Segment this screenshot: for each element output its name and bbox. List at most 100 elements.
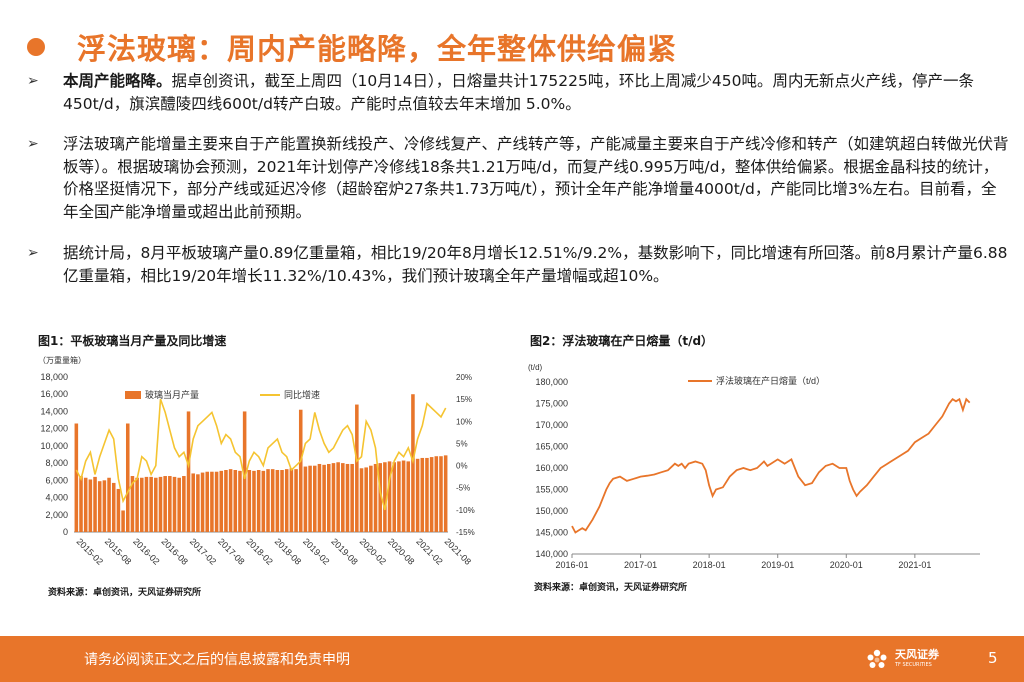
y-tick-label-left: 10,000 (40, 441, 68, 451)
y-tick-label-right: 10% (456, 417, 472, 426)
bar (429, 457, 434, 532)
y-tick-label-left: 16,000 (40, 389, 68, 399)
bar (125, 423, 130, 532)
bar (387, 461, 392, 532)
bar (289, 468, 294, 532)
bar (383, 462, 387, 532)
brand-name-en: TF SECURITIES (895, 662, 932, 668)
bar (439, 456, 443, 532)
bar (415, 458, 420, 532)
bar (345, 463, 350, 532)
x-tick-label: 2016-01 (555, 560, 588, 570)
x-tick-label: 2016-02 (131, 536, 161, 566)
bar (270, 469, 275, 532)
bar (116, 488, 121, 532)
bar (242, 411, 247, 532)
bar (303, 466, 308, 532)
arrow-bullet-icon: ➢ (27, 245, 39, 261)
y-axis-unit-label: (t/d) (528, 363, 543, 372)
y-tick-label-left: 6,000 (45, 475, 68, 485)
bar (130, 476, 135, 532)
x-tick-label: 2021-08 (443, 536, 473, 566)
x-tick-label: 2017-02 (188, 536, 218, 566)
bar (284, 469, 289, 532)
bar (420, 457, 425, 532)
y-tick-label-left: 4,000 (45, 493, 68, 503)
bullet-text: 据卓创资讯，截至上周四（10月14日），日熔量共计175225吨，环比上周减少4… (63, 72, 974, 113)
bar (275, 470, 280, 532)
figure2-title: 图2：浮法玻璃在产日熔量（t/d） (530, 334, 714, 348)
bar (107, 477, 111, 532)
company-logo-icon (867, 649, 887, 668)
bar (355, 404, 359, 532)
x-tick-label: 2019-02 (301, 536, 331, 566)
bar (298, 409, 303, 532)
figure2-source: 资料来源：卓创资讯，天风证券研究所 (534, 583, 688, 593)
bar (280, 470, 284, 532)
bar (219, 470, 224, 532)
y-tick-label-left: 2,000 (45, 510, 68, 520)
y-tick-label-left: 0 (63, 527, 68, 537)
bar (256, 470, 261, 532)
bar (425, 457, 429, 532)
page-title: 浮法玻璃：周内产能略降，全年整体供给偏紧 (77, 32, 678, 66)
y-tick-label: 140,000 (535, 549, 568, 559)
bar (111, 482, 116, 532)
chart1-svg: （万重量箱） 0 2,000 4,000 6,000 8,000 10,000 12,000 1… (38, 355, 475, 567)
bar (233, 470, 238, 532)
x-tick-label: 2019-01 (761, 560, 794, 570)
bar (214, 471, 219, 532)
y-tick-label-left: 12,000 (40, 424, 68, 434)
bar (397, 461, 401, 532)
bar (341, 463, 345, 532)
bar (191, 473, 195, 532)
y-tick-label-right: -5% (456, 484, 470, 493)
bullet-bold-lead: 本周产能略降。 (63, 72, 172, 90)
bar (252, 470, 256, 532)
x-tick-label: 2018-01 (693, 560, 726, 570)
bar (186, 411, 191, 532)
y-tick-label: 150,000 (535, 506, 568, 516)
growth-line (75, 398, 447, 511)
bar (350, 463, 354, 532)
bar (364, 467, 368, 532)
bar (182, 476, 186, 532)
x-tick-label: 2018-08 (273, 536, 303, 566)
x-tick-label: 2019-08 (329, 536, 359, 566)
y-tick-label-right: 15% (456, 395, 472, 404)
x-tick-label: 2016-08 (160, 536, 190, 566)
title-bullet-dot (27, 38, 45, 56)
x-tick-label: 2015-02 (75, 536, 105, 566)
bar (322, 464, 326, 532)
arrow-bullet-icon: ➢ (27, 73, 39, 89)
bar (317, 463, 322, 532)
y-tick-label-right: -15% (456, 528, 475, 537)
y-tick-label-left: 18,000 (40, 372, 68, 382)
bar (149, 476, 153, 532)
x-tick-label: 2021-01 (898, 560, 931, 570)
bar (369, 465, 373, 532)
legend-line-label: 浮法玻璃在产日熔量（t/d） (716, 375, 825, 386)
arrow-bullet-icon: ➢ (27, 136, 39, 152)
y-axis-unit-label: （万重量箱） (38, 355, 86, 365)
bar (88, 479, 93, 532)
y-tick-label: 160,000 (535, 463, 568, 473)
bar (200, 472, 205, 532)
bar (210, 471, 214, 532)
y-tick-label: 165,000 (535, 442, 568, 452)
x-tick-label: 2021-02 (414, 536, 444, 566)
legend-line-label: 同比增速 (284, 389, 320, 400)
y-tick-label: 145,000 (535, 528, 568, 538)
bar (336, 462, 340, 532)
bar (121, 510, 125, 532)
disclaimer-link[interactable]: 请务必阅读正文之后的信息披露和免责申明 (84, 652, 350, 668)
y-tick-label-right: 5% (456, 439, 468, 448)
x-tick-label: 2015-08 (103, 536, 133, 566)
figure1-source: 资料来源：卓创资讯，天风证券研究所 (48, 588, 202, 598)
bar (224, 470, 228, 532)
x-tick-label: 2017-01 (624, 560, 657, 570)
figure1-title: 图1：平板玻璃当月产量及同比增速 (38, 334, 227, 348)
brand-name: 天风证券 (895, 648, 939, 661)
bar (247, 470, 252, 532)
bar (406, 461, 411, 532)
